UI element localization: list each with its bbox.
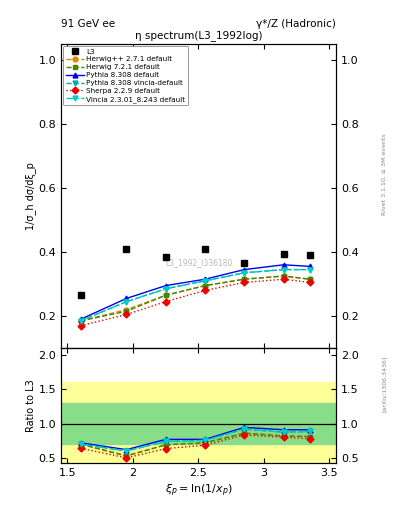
X-axis label: $\xi_p=\ln(1/x_p)$: $\xi_p=\ln(1/x_p)$ bbox=[165, 482, 232, 499]
Legend: L3, Herwig++ 2.7.1 default, Herwig 7.2.1 default, Pythia 8.308 default, Pythia 8: L3, Herwig++ 2.7.1 default, Herwig 7.2.1… bbox=[63, 46, 188, 105]
Bar bbox=[61, 382, 336, 465]
Y-axis label: Ratio to L3: Ratio to L3 bbox=[26, 379, 35, 432]
Text: 91 GeV ee: 91 GeV ee bbox=[61, 19, 115, 30]
Y-axis label: 1/σ_h dσ/dξ_p: 1/σ_h dσ/dξ_p bbox=[25, 162, 35, 230]
Text: L3_1992_I336180: L3_1992_I336180 bbox=[165, 259, 232, 267]
Title: η spectrum(L3_1992log): η spectrum(L3_1992log) bbox=[135, 30, 262, 41]
Text: γ*/Z (Hadronic): γ*/Z (Hadronic) bbox=[256, 19, 336, 30]
Text: [arXiv:1306.3436]: [arXiv:1306.3436] bbox=[382, 356, 387, 412]
Bar bbox=[61, 403, 336, 444]
Text: Rivet 3.1.10, ≥ 3M events: Rivet 3.1.10, ≥ 3M events bbox=[382, 133, 387, 215]
